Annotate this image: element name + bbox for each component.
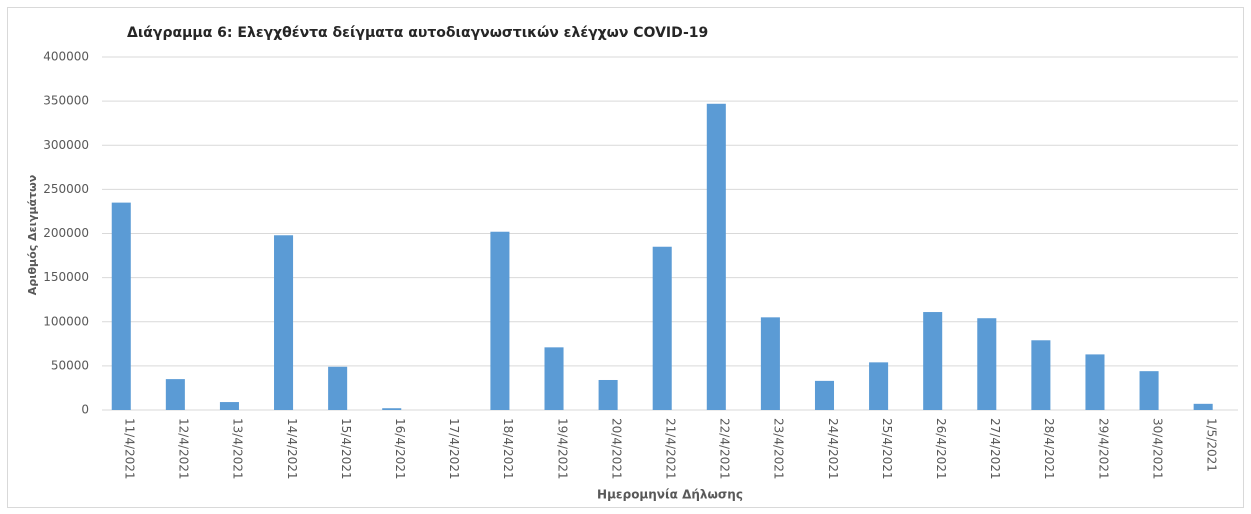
bar xyxy=(923,312,943,410)
bar xyxy=(382,408,402,410)
bar xyxy=(328,366,348,410)
x-tick-label: 12/4/2021 xyxy=(177,418,191,480)
x-tick-label: 11/4/2021 xyxy=(123,418,137,480)
bar xyxy=(814,380,835,410)
y-tick-label: 200000 xyxy=(43,226,89,240)
bar xyxy=(598,379,618,410)
x-tick-label: 17/4/2021 xyxy=(447,418,461,480)
y-tick-label: 400000 xyxy=(43,50,89,64)
x-tick-label: 22/4/2021 xyxy=(718,418,732,480)
x-tick-label: 1/5/2021 xyxy=(1204,418,1218,472)
bar xyxy=(869,362,889,410)
x-tick-label: 23/4/2021 xyxy=(772,418,786,480)
x-tick-label: 29/4/2021 xyxy=(1096,418,1110,480)
chart-border xyxy=(7,7,1244,508)
x-tick-label: 24/4/2021 xyxy=(826,418,840,480)
x-tick-label: 27/4/2021 xyxy=(988,418,1002,480)
x-tick-label: 18/4/2021 xyxy=(501,418,515,480)
bar xyxy=(977,318,997,410)
x-tick-label: 20/4/2021 xyxy=(609,418,623,480)
bar xyxy=(274,235,294,410)
x-tick-label: 14/4/2021 xyxy=(285,418,299,480)
y-tick-label: 0 xyxy=(81,403,89,417)
bar xyxy=(1139,371,1159,410)
x-axis-title: Ημερομηνία Δήλωσης xyxy=(597,488,743,502)
y-tick-label: 100000 xyxy=(43,314,89,328)
bar xyxy=(165,379,185,410)
bar xyxy=(219,402,239,410)
x-tick-label: 19/4/2021 xyxy=(555,418,569,480)
bar xyxy=(544,347,564,410)
bar xyxy=(1193,403,1213,410)
y-axis-title: Αριθμός Δειγμάτων xyxy=(26,175,39,295)
x-tick-label: 13/4/2021 xyxy=(231,418,245,480)
bar xyxy=(1031,340,1051,410)
bar xyxy=(1085,354,1105,410)
y-tick-label: 50000 xyxy=(51,358,89,372)
x-tick-label: 26/4/2021 xyxy=(934,418,948,480)
y-tick-label: 250000 xyxy=(43,182,89,196)
y-tick-label: 150000 xyxy=(43,270,89,284)
x-tick-label: 28/4/2021 xyxy=(1042,418,1056,480)
x-tick-label: 16/4/2021 xyxy=(393,418,407,480)
chart-title: Διάγραμμα 6: Ελεγχθέντα δείγματα αυτοδια… xyxy=(127,25,708,41)
bar xyxy=(760,317,780,410)
bar xyxy=(652,246,672,410)
bar xyxy=(490,231,510,410)
y-tick-label: 350000 xyxy=(43,94,89,108)
bar xyxy=(111,202,131,410)
y-tick-label: 300000 xyxy=(43,138,89,152)
x-tick-label: 15/4/2021 xyxy=(339,418,353,480)
bar xyxy=(706,103,726,411)
x-tick-label: 25/4/2021 xyxy=(880,418,894,480)
x-tick-label: 21/4/2021 xyxy=(664,418,678,480)
x-tick-label: 30/4/2021 xyxy=(1150,418,1164,480)
